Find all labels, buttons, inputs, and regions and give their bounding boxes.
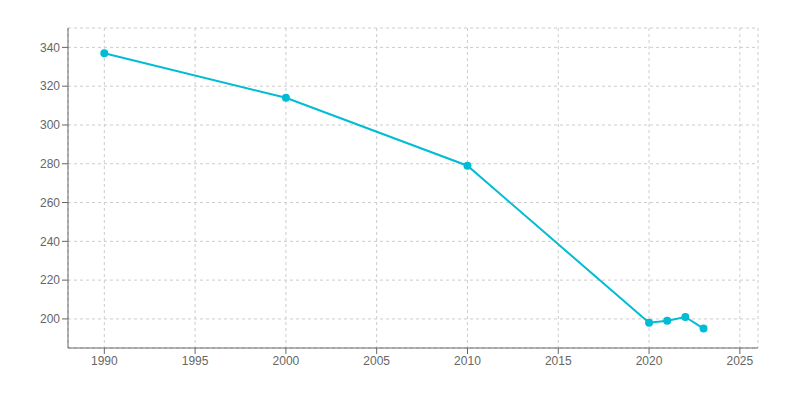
svg-text:2005: 2005 — [363, 354, 390, 368]
svg-text:2010: 2010 — [454, 354, 481, 368]
svg-text:1990: 1990 — [91, 354, 118, 368]
svg-text:200: 200 — [40, 312, 60, 326]
svg-text:260: 260 — [40, 196, 60, 210]
svg-text:300: 300 — [40, 118, 60, 132]
svg-text:2015: 2015 — [545, 354, 572, 368]
svg-text:240: 240 — [40, 235, 60, 249]
svg-text:320: 320 — [40, 79, 60, 93]
svg-text:220: 220 — [40, 273, 60, 287]
svg-text:1995: 1995 — [182, 354, 209, 368]
svg-text:280: 280 — [40, 157, 60, 171]
svg-text:340: 340 — [40, 41, 60, 55]
svg-text:2020: 2020 — [636, 354, 663, 368]
svg-text:2000: 2000 — [273, 354, 300, 368]
svg-text:2025: 2025 — [726, 354, 753, 368]
